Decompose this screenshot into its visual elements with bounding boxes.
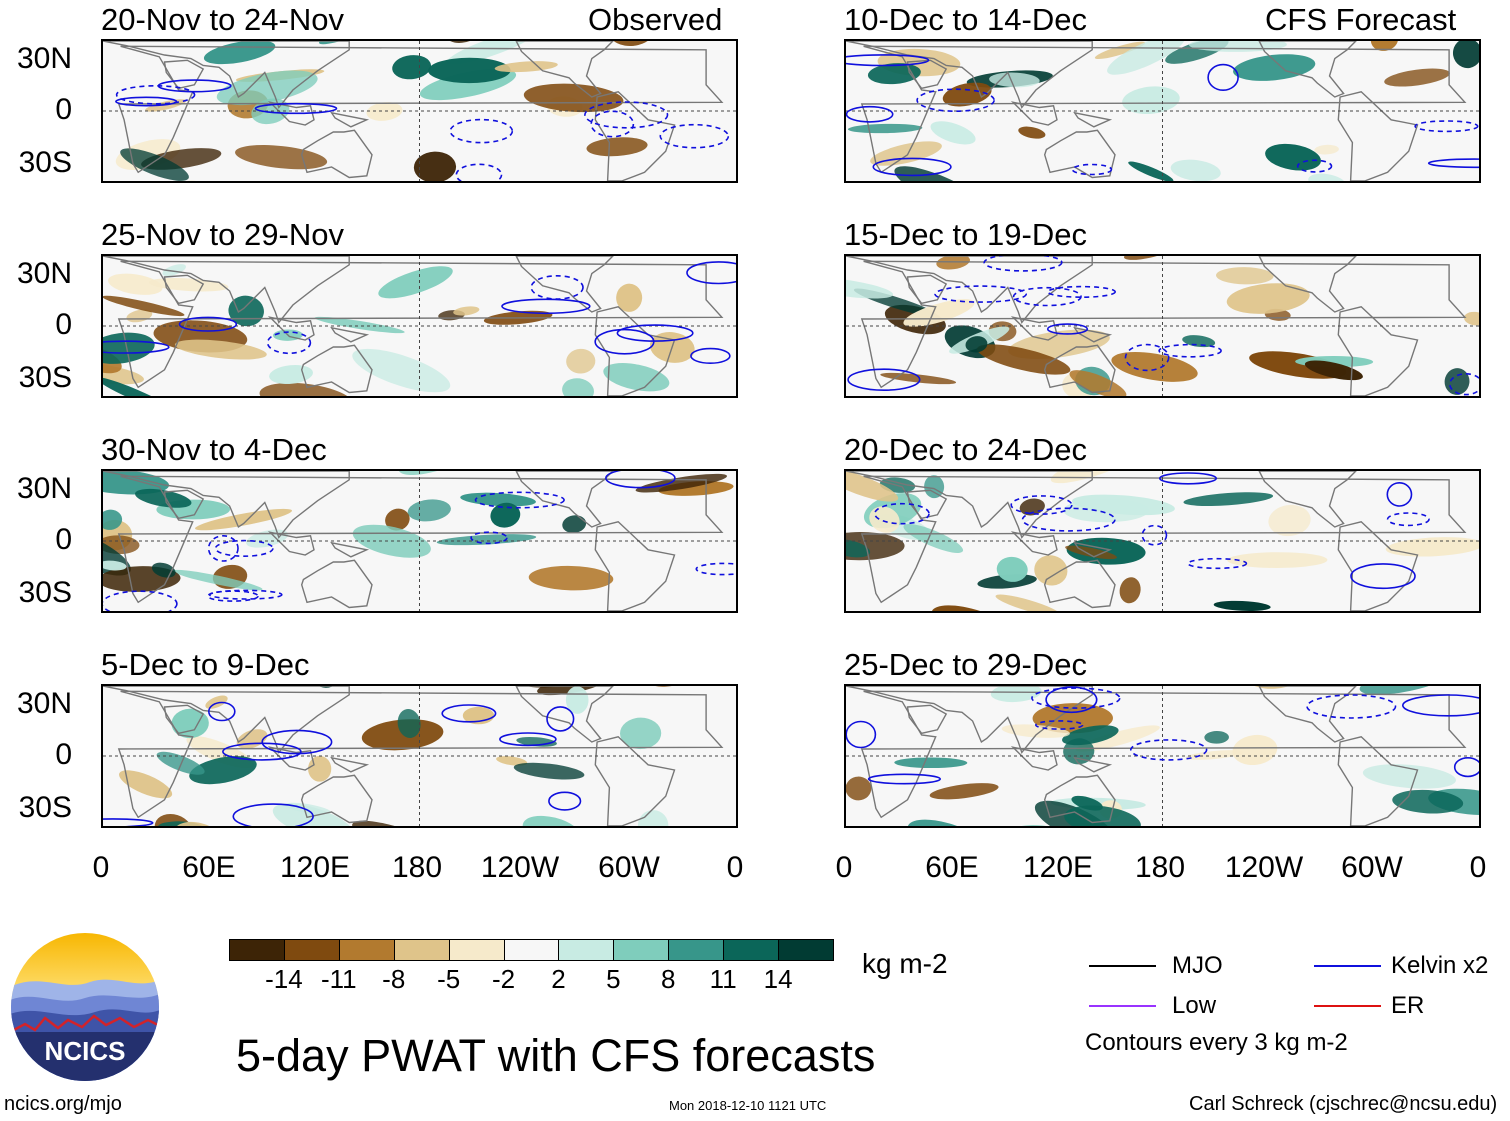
map-panel xyxy=(101,469,738,613)
colorbar-swatch xyxy=(283,939,340,961)
colorbar-swatch xyxy=(613,939,670,961)
colorbar-swatch xyxy=(448,939,505,961)
pwat-anomaly-map xyxy=(103,686,736,826)
panel-title: 30-Nov to 4-Dec xyxy=(101,432,327,467)
lat-label: 0 xyxy=(55,738,72,771)
map-panel xyxy=(101,39,738,183)
colorbar-tick-label: 8 xyxy=(661,964,676,994)
pwat-anomaly-map xyxy=(103,471,736,611)
colorbar-tick-label: -8 xyxy=(382,964,406,994)
lon-label: 60E xyxy=(182,851,236,884)
legend-line-kelvin xyxy=(1314,965,1381,967)
ncics-logo: NCICS xyxy=(10,932,160,1082)
legend-label: Kelvin x2 xyxy=(1391,952,1489,979)
lat-label: 30S xyxy=(18,576,72,609)
lat-label: 30S xyxy=(18,791,72,824)
panel-title: 20-Nov to 24-Nov xyxy=(101,2,344,37)
lon-label: 60W xyxy=(1341,851,1403,884)
lat-label: 0 xyxy=(55,308,72,341)
lon-label: 0 xyxy=(726,851,744,884)
lon-label: 0 xyxy=(1469,851,1487,884)
colorbar-swatch xyxy=(668,939,725,961)
lat-label: 30S xyxy=(18,146,72,179)
lat-label: 30N xyxy=(16,687,72,720)
colorbar-swatch xyxy=(723,939,780,961)
colorbar-swatch xyxy=(558,939,615,961)
colorbar-swatch xyxy=(778,939,834,961)
column-label-cfs-forecast: CFS Forecast xyxy=(1265,2,1457,37)
lat-label: 0 xyxy=(55,93,72,126)
footer-timestamp: Mon 2018-12-10 1121 UTC xyxy=(669,1098,827,1113)
lon-label: 0 xyxy=(835,851,853,884)
pwat-anomaly-map xyxy=(846,41,1479,181)
lat-label: 30N xyxy=(16,42,72,75)
panel-title: 10-Dec to 14-Dec xyxy=(844,2,1087,37)
map-panel xyxy=(101,684,738,828)
legend-label: ER xyxy=(1391,992,1425,1019)
panel-title: 20-Dec to 24-Dec xyxy=(844,432,1087,467)
legend-line-mjo xyxy=(1089,965,1156,967)
legend-line-low xyxy=(1089,1005,1156,1007)
panel-title: 5-Dec to 9-Dec xyxy=(101,647,310,682)
logo-text: NCICS xyxy=(45,1036,126,1066)
lon-label: 60E xyxy=(925,851,979,884)
colorbar-tick-label: -14 xyxy=(265,964,303,994)
colorbar-tick-label: -11 xyxy=(320,964,357,994)
colorbar-tick-label: 11 xyxy=(709,964,737,994)
map-panel xyxy=(844,684,1481,828)
map-panel xyxy=(101,254,738,398)
colorbar-ticks: -14 -11 -8 -5 -2 2 5 8 11 14 xyxy=(229,966,833,996)
legend-label: Low xyxy=(1172,992,1217,1019)
colorbar-tick-label: 2 xyxy=(551,964,566,994)
panel-title: 25-Nov to 29-Nov xyxy=(101,217,344,252)
pwat-anomaly-map xyxy=(103,256,736,396)
colorbar-swatch xyxy=(393,939,450,961)
pwat-anomaly-map xyxy=(103,41,736,181)
lon-label: 0 xyxy=(92,851,110,884)
contour-note: Contours every 3 kg m-2 xyxy=(1085,1029,1348,1056)
colorbar-swatch xyxy=(338,939,395,961)
lat-label: 30S xyxy=(18,361,72,394)
lon-label: 120E xyxy=(279,851,351,884)
lon-label: 120W xyxy=(1224,851,1304,884)
lon-label: 120W xyxy=(480,851,560,884)
lat-label: 30N xyxy=(16,257,72,290)
colorbar-tick-label: 5 xyxy=(606,964,621,994)
pwat-anomaly-map xyxy=(846,471,1479,611)
lon-label: 180 xyxy=(1134,851,1186,884)
legend-line-er xyxy=(1314,1005,1381,1007)
colorbar xyxy=(229,939,834,961)
colorbar-units: kg m-2 xyxy=(862,948,948,979)
pwat-anomaly-map xyxy=(846,256,1479,396)
map-panel xyxy=(844,254,1481,398)
column-label-observed: Observed xyxy=(588,2,723,37)
figure-title: 5-day PWAT with CFS forecasts xyxy=(236,1030,876,1081)
colorbar-swatch xyxy=(503,939,560,961)
pwat-anomaly-map xyxy=(846,686,1479,826)
colorbar-tick-label: -2 xyxy=(491,964,516,994)
lat-label: 30N xyxy=(16,472,72,505)
lon-label: 60W xyxy=(598,851,660,884)
map-panel xyxy=(844,39,1481,183)
legend-label: MJO xyxy=(1172,952,1223,979)
footer-url[interactable]: ncics.org/mjo xyxy=(4,1093,122,1115)
colorbar-tick-label: 14 xyxy=(763,964,793,994)
footer-credit: Carl Schreck (cjschrec@ncsu.edu) xyxy=(1189,1093,1498,1115)
panel-title: 15-Dec to 19-Dec xyxy=(844,217,1087,252)
map-panel xyxy=(844,469,1481,613)
colorbar-tick-label: -5 xyxy=(437,964,461,994)
lat-label: 0 xyxy=(55,523,72,556)
colorbar-swatch xyxy=(229,939,285,961)
lon-label: 180 xyxy=(391,851,443,884)
lon-label: 120E xyxy=(1022,851,1094,884)
panel-title: 25-Dec to 29-Dec xyxy=(844,647,1087,682)
